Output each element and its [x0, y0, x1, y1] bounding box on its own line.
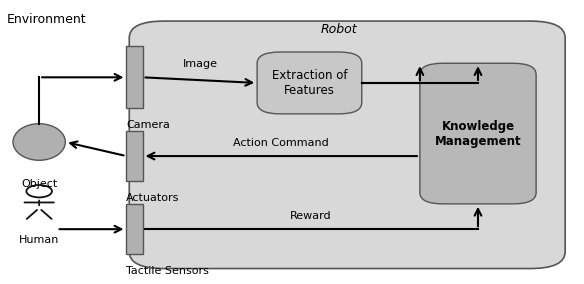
- FancyBboxPatch shape: [129, 21, 565, 269]
- Text: Tactile Sensors: Tactile Sensors: [126, 266, 209, 276]
- Text: Object: Object: [21, 179, 57, 189]
- FancyBboxPatch shape: [126, 131, 142, 181]
- FancyBboxPatch shape: [126, 46, 142, 108]
- Text: Actuators: Actuators: [126, 193, 180, 202]
- Text: Human: Human: [19, 235, 60, 245]
- Ellipse shape: [13, 124, 65, 160]
- Text: Image: Image: [182, 59, 217, 69]
- FancyBboxPatch shape: [420, 63, 536, 204]
- Text: Camera: Camera: [126, 120, 170, 130]
- Text: Extraction of
Features: Extraction of Features: [272, 69, 347, 97]
- Text: Action Command: Action Command: [234, 138, 329, 148]
- Text: Environment: Environment: [7, 12, 87, 26]
- Text: Robot: Robot: [320, 23, 357, 36]
- FancyBboxPatch shape: [126, 204, 142, 254]
- Text: Reward: Reward: [290, 211, 331, 221]
- FancyBboxPatch shape: [257, 52, 361, 114]
- Text: Knowledge
Management: Knowledge Management: [434, 120, 522, 148]
